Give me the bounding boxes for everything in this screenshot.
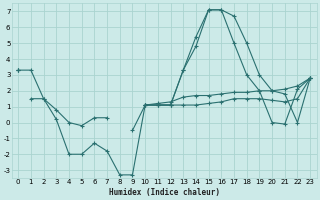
X-axis label: Humidex (Indice chaleur): Humidex (Indice chaleur): [109, 188, 220, 197]
